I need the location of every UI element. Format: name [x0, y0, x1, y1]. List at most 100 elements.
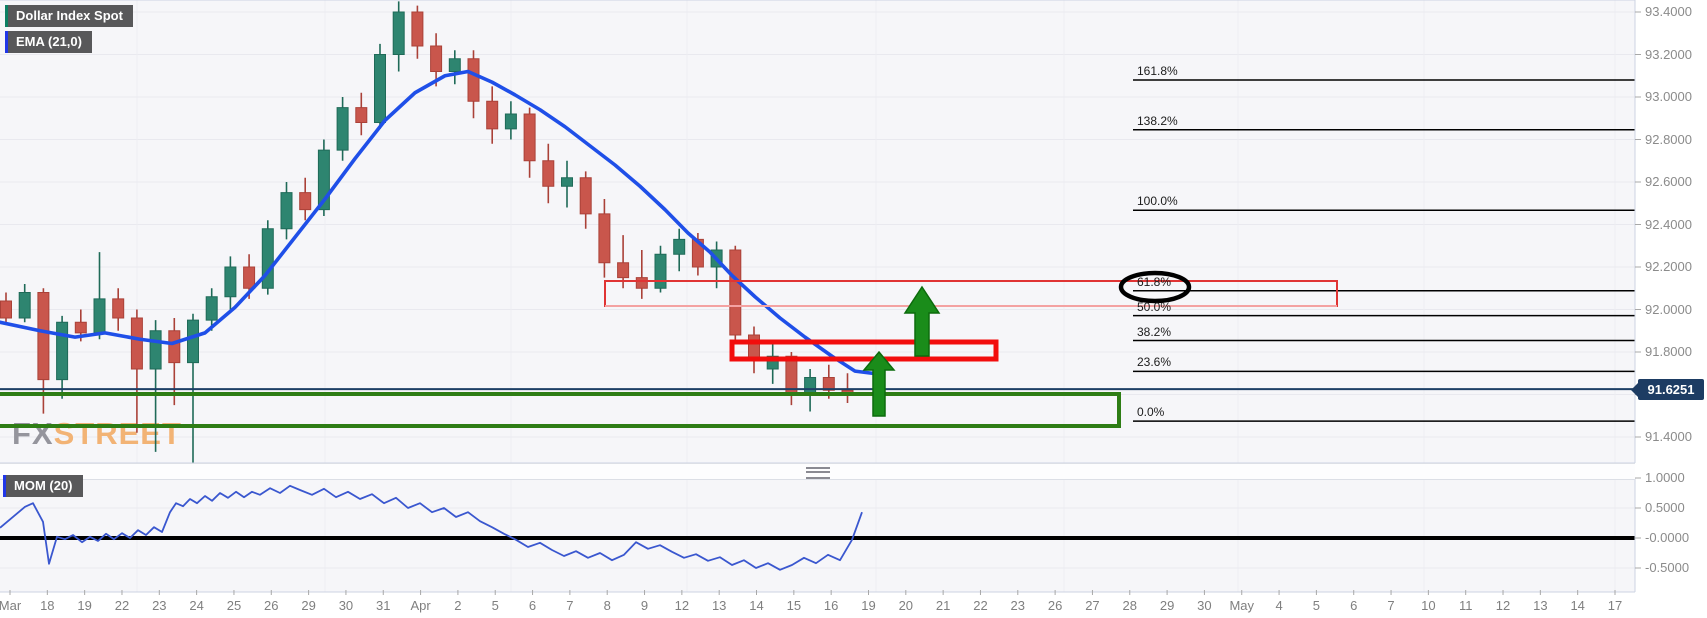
price-axis-label: 93.0000 — [1645, 89, 1692, 104]
date-axis-label: Mar — [0, 598, 22, 613]
candle-body — [579, 177, 592, 215]
fib-level-label: 0.0% — [1137, 405, 1165, 420]
date-axis-label: 30 — [1197, 598, 1212, 613]
ema-line — [0, 69, 874, 376]
fib-level-label: 50.0% — [1137, 299, 1172, 314]
date-axis-label: 6 — [1350, 598, 1358, 613]
date-axis-label: 14 — [1570, 598, 1585, 613]
mom-legend-button[interactable]: MOM (20) — [3, 475, 83, 497]
mom-panel-background — [0, 478, 1635, 592]
symbol-legend-label: Dollar Index Spot — [8, 5, 133, 27]
candle-body — [617, 262, 630, 279]
panel-splitter[interactable] — [0, 463, 1635, 480]
date-axis-label: 18 — [40, 598, 55, 613]
candle-body — [504, 113, 517, 130]
current-price-badge: 91.6251 — [1631, 379, 1704, 400]
mom-accent-bar — [3, 475, 6, 497]
candle-body — [168, 330, 181, 364]
candle-body — [299, 192, 312, 211]
breakdown-zone-rect — [729, 339, 999, 362]
support-zone-rect — [0, 392, 1121, 428]
date-axis-label: 31 — [376, 598, 391, 613]
candle-body — [18, 292, 31, 319]
price-axis-label: 91.4000 — [1645, 429, 1692, 444]
date-axis-label: 19 — [861, 598, 876, 613]
date-axis-label: 26 — [264, 598, 279, 613]
fib-level-label: 161.8% — [1137, 64, 1178, 78]
candle-body — [224, 266, 237, 298]
mom-axis-label: 1.0000 — [1645, 470, 1685, 485]
date-axis-label: 10 — [1421, 598, 1436, 613]
date-axis-label: 7 — [1387, 598, 1395, 613]
date-axis-label: 7 — [566, 598, 574, 613]
symbol-legend-button[interactable]: Dollar Index Spot — [5, 5, 133, 27]
candle-body — [486, 100, 499, 130]
date-axis-label: 29 — [301, 598, 316, 613]
splitter-grip-icon — [806, 467, 830, 479]
candle-body — [561, 177, 573, 187]
mom-legend-label: MOM (20) — [6, 475, 83, 497]
candle-body — [804, 377, 817, 395]
mom-axis-label: 0.5000 — [1645, 500, 1685, 515]
date-axis-label: 16 — [823, 598, 839, 613]
ema-legend-button[interactable]: EMA (21,0) — [5, 31, 92, 53]
date-axis-label: 11 — [1458, 598, 1473, 613]
date-axis-label: 24 — [189, 598, 204, 613]
candle-body — [205, 296, 218, 321]
date-axis-label: 29 — [1159, 598, 1175, 613]
candle-body — [729, 249, 742, 336]
price-axis-label: 91.8000 — [1645, 344, 1692, 359]
candle-body — [355, 107, 368, 123]
date-axis-label: 12 — [1495, 598, 1511, 613]
date-axis-label: 22 — [973, 598, 988, 613]
fib-level-label: 100.0% — [1137, 194, 1178, 209]
candle-body — [467, 58, 480, 102]
candle-body — [598, 213, 611, 264]
date-axis-label: 19 — [77, 598, 92, 613]
candle-body — [336, 107, 349, 151]
date-axis-label: 5 — [491, 598, 499, 613]
date-axis-label: 4 — [1275, 598, 1283, 613]
date-axis-label: 22 — [114, 598, 130, 613]
candle-body — [0, 300, 12, 319]
date-axis-label: 21 — [935, 598, 951, 613]
candle-body — [112, 298, 125, 319]
date-axis-label: 15 — [786, 598, 802, 613]
date-axis-label: 27 — [1085, 598, 1100, 613]
price-axis-label: 92.8000 — [1645, 131, 1692, 147]
date-axis-label: 20 — [898, 598, 914, 613]
candle-body — [280, 192, 293, 230]
candle-body — [822, 377, 835, 391]
date-axis-label: Apr — [410, 598, 431, 613]
candle-body — [635, 277, 648, 289]
date-axis-label: 8 — [603, 598, 611, 613]
candle-body — [673, 238, 686, 255]
mom-axis-label: -0.0000 — [1645, 530, 1690, 545]
candle-body — [411, 11, 424, 47]
date-axis-label: 23 — [152, 598, 167, 613]
date-axis-label: 6 — [528, 598, 537, 613]
price-axis-label: 92.2000 — [1645, 259, 1692, 274]
date-axis-label: 28 — [1122, 598, 1137, 613]
candle-body — [130, 317, 143, 370]
fxstreet-watermark: FXSTREET — [12, 416, 182, 451]
date-axis-label: 13 — [1533, 598, 1548, 613]
fib-level-label: 38.2% — [1137, 324, 1172, 339]
candle-body — [187, 319, 199, 364]
date-axis-label: May — [1229, 598, 1255, 613]
candle-body — [261, 228, 274, 289]
price-axis-label: 92.4000 — [1645, 216, 1692, 232]
candle-body — [317, 149, 330, 211]
candle-body — [74, 321, 87, 334]
date-axis-label: 9 — [640, 598, 649, 613]
candle-body — [430, 45, 443, 72]
date-axis-label: 23 — [1010, 598, 1026, 613]
date-axis-label: 26 — [1047, 598, 1063, 613]
candle-body — [56, 321, 69, 381]
fib-level-label: 61.8% — [1137, 274, 1172, 289]
mom-axis-label: -0.5000 — [1645, 560, 1690, 575]
date-axis-label: 5 — [1312, 598, 1321, 613]
date-axis-label: 12 — [674, 598, 690, 613]
